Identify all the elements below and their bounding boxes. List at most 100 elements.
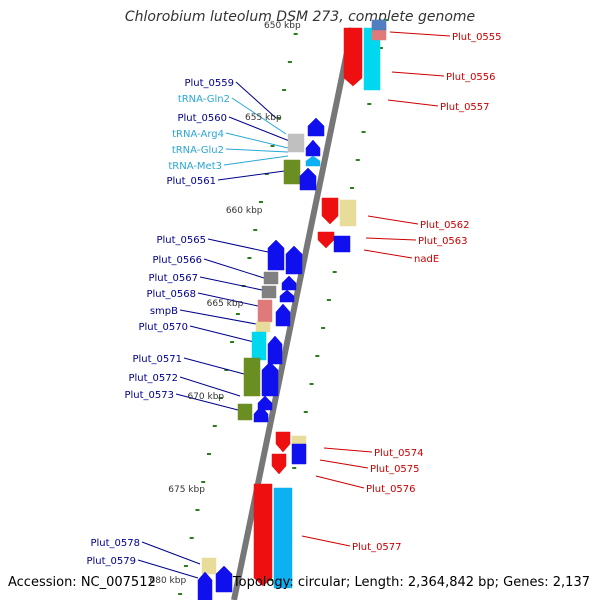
gene-label: Plut_0577 bbox=[352, 542, 402, 553]
gene-label: Plut_0575 bbox=[370, 464, 420, 475]
scale-label: 650 kbp bbox=[264, 21, 301, 31]
gene-feature bbox=[291, 443, 307, 465]
label-leader-line bbox=[231, 97, 287, 135]
label-leader-line bbox=[199, 276, 263, 291]
gene-feature bbox=[201, 557, 217, 575]
gene-feature bbox=[305, 155, 321, 167]
label-leader-line bbox=[391, 71, 445, 77]
gene-feature bbox=[343, 27, 363, 87]
label-leader-line bbox=[137, 559, 199, 579]
gene-label: Plut_0571 bbox=[132, 354, 182, 365]
gene-feature bbox=[283, 159, 301, 185]
gene-feature bbox=[279, 289, 295, 303]
gene-feature bbox=[273, 487, 293, 589]
gene-feature bbox=[237, 403, 253, 421]
gene-label: Plut_0565 bbox=[156, 235, 206, 246]
gene-label: Plut_0559 bbox=[184, 78, 234, 89]
gene-labels: Plut_0559 tRNA-Gln2 Plut_0560 tRNA-Arg4 tRNA… bbox=[86, 32, 501, 567]
gene-label: Plut_0557 bbox=[440, 102, 490, 113]
gene-label: Plut_0568 bbox=[146, 289, 196, 300]
gene-label: tRNA-Gln2 bbox=[178, 94, 230, 105]
gene-feature bbox=[371, 19, 387, 31]
gene-feature bbox=[243, 357, 261, 397]
label-leader-line bbox=[197, 292, 259, 307]
scale-labels: 650 kbp 655 kbp 660 kbp 665 kbp 670 kbp 675 k… bbox=[150, 21, 301, 586]
label-leader-line bbox=[207, 238, 269, 253]
scale-label: 680 kbp bbox=[150, 576, 187, 586]
gene-feature bbox=[267, 335, 283, 365]
label-leader-line bbox=[323, 447, 373, 453]
label-leader-line bbox=[319, 459, 369, 469]
gene-label: tRNA-Glu2 bbox=[172, 145, 224, 156]
label-leader-line bbox=[315, 475, 365, 489]
gene-feature bbox=[307, 117, 325, 137]
gene-feature bbox=[317, 231, 335, 249]
gene-label: Plut_0561 bbox=[166, 176, 216, 187]
gene-feature bbox=[215, 565, 233, 593]
gene-feature bbox=[271, 453, 287, 475]
gene-label: tRNA-Arg4 bbox=[172, 129, 224, 140]
scale-label: 675 kbp bbox=[168, 485, 205, 495]
gene-feature bbox=[339, 199, 357, 227]
scale-label: 660 kbp bbox=[226, 206, 263, 216]
scale-label: 670 kbp bbox=[187, 392, 224, 402]
gene-feature bbox=[267, 239, 285, 271]
gene-label: Plut_0574 bbox=[374, 448, 424, 459]
gene-label: tRNA-Met3 bbox=[168, 161, 222, 172]
label-leader-line bbox=[217, 169, 293, 181]
gene-label: Plut_0567 bbox=[148, 273, 198, 284]
gene-label: Plut_0570 bbox=[138, 322, 188, 333]
gene-feature bbox=[253, 405, 269, 423]
gene-feature bbox=[275, 303, 291, 327]
gene-label: nadE bbox=[414, 254, 439, 265]
gene-label: smpB bbox=[150, 306, 178, 317]
label-leader-line bbox=[365, 237, 417, 241]
gene-feature bbox=[251, 331, 267, 361]
gene-feature bbox=[281, 275, 297, 291]
gene-label: Plut_0576 bbox=[366, 484, 416, 495]
gene-label: Plut_0572 bbox=[128, 373, 178, 384]
label-leader-line bbox=[179, 309, 257, 325]
gene-feature bbox=[321, 197, 339, 225]
gene-feature bbox=[261, 285, 277, 299]
gene-feature bbox=[291, 435, 307, 445]
gene-feature bbox=[263, 271, 279, 285]
gene-feature bbox=[275, 431, 291, 453]
gene-feature bbox=[255, 321, 271, 333]
label-leader-line bbox=[183, 357, 245, 375]
label-leader-line bbox=[175, 393, 239, 411]
gene-label: Plut_0563 bbox=[418, 236, 468, 247]
label-leader-line bbox=[367, 215, 419, 225]
gene-feature bbox=[257, 299, 273, 323]
label-leader-lines bbox=[137, 31, 451, 579]
label-leader-line bbox=[235, 81, 277, 119]
gene-feature bbox=[299, 167, 317, 191]
label-leader-line bbox=[141, 541, 201, 565]
label-leader-line bbox=[189, 325, 255, 343]
gene-features bbox=[197, 19, 387, 600]
gene-feature bbox=[197, 571, 213, 600]
gene-label: Plut_0566 bbox=[152, 255, 202, 266]
gene-label: Plut_0578 bbox=[90, 538, 140, 549]
label-leader-line bbox=[225, 132, 289, 149]
label-leader-line bbox=[387, 99, 439, 107]
gene-label: Plut_0560 bbox=[177, 113, 227, 124]
gene-feature bbox=[285, 245, 303, 275]
gene-label: Plut_0555 bbox=[452, 32, 502, 43]
label-leader-line bbox=[363, 249, 413, 259]
label-leader-line bbox=[223, 155, 289, 166]
gene-label: Plut_0556 bbox=[446, 72, 496, 83]
scale-label: 665 kbp bbox=[207, 299, 244, 309]
gene-label: Plut_0562 bbox=[420, 220, 470, 231]
gene-feature bbox=[333, 235, 351, 253]
scale-label: 655 kbp bbox=[245, 113, 282, 123]
gene-label: Plut_0573 bbox=[124, 390, 174, 401]
label-leader-line bbox=[228, 116, 293, 143]
label-leader-line bbox=[203, 258, 265, 279]
gene-feature bbox=[253, 483, 273, 587]
genome-backbone bbox=[231, 27, 355, 600]
accession-text: Accession: NC_007512 bbox=[8, 575, 156, 590]
gene-label: Plut_0579 bbox=[86, 556, 136, 567]
gene-feature bbox=[287, 133, 305, 153]
